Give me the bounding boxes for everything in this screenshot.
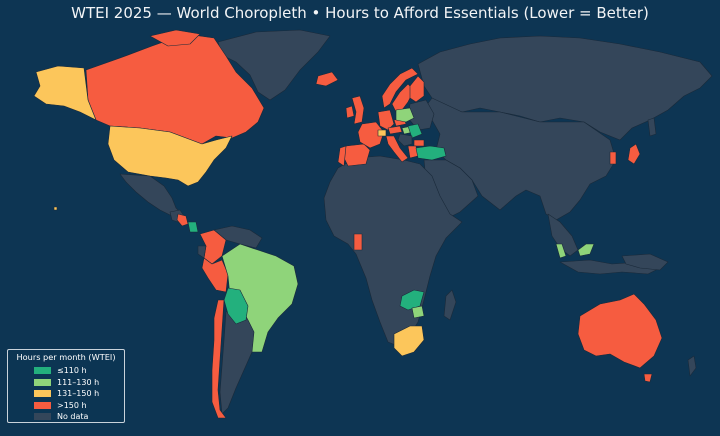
- region-papua[interactable]: [621, 253, 669, 271]
- region-mexico[interactable]: [119, 173, 183, 217]
- region-ireland[interactable]: [345, 105, 355, 119]
- region-japan[interactable]: [627, 143, 641, 165]
- region-austria[interactable]: [387, 125, 403, 135]
- region-italy[interactable]: [385, 135, 409, 163]
- region-greenland[interactable]: [217, 29, 331, 101]
- region-zimbabwe[interactable]: [411, 305, 425, 319]
- region-united-kingdom[interactable]: [351, 95, 365, 125]
- map-title: WTEI 2025 — World Choropleth • Hours to …: [71, 4, 649, 22]
- legend-item-le110: ≤110 h: [12, 365, 120, 377]
- region-bulgaria[interactable]: [413, 139, 425, 147]
- region-australia[interactable]: [577, 293, 663, 369]
- region-portugal[interactable]: [337, 145, 347, 167]
- region-nigeria[interactable]: [353, 233, 363, 251]
- region-germany[interactable]: [377, 109, 395, 131]
- legend-label: No data: [57, 412, 89, 422]
- region-costa-rica[interactable]: [176, 213, 189, 227]
- region-africa[interactable]: [323, 155, 463, 347]
- legend-title: Hours per month (WTEI): [16, 352, 116, 362]
- region-madagascar[interactable]: [443, 289, 457, 321]
- region-romania[interactable]: [407, 123, 423, 139]
- legend-label: ≤110 h: [57, 366, 87, 376]
- region-balkans-nodata[interactable]: [397, 133, 413, 147]
- legend-swatch: [34, 413, 51, 421]
- legend-label: 111–130 h: [57, 377, 100, 387]
- region-south-africa[interactable]: [393, 325, 425, 357]
- region-france[interactable]: [357, 121, 385, 149]
- region-malaysia-borneo[interactable]: [577, 243, 595, 257]
- region-turkey[interactable]: [415, 145, 447, 161]
- region-iceland[interactable]: [315, 71, 339, 87]
- region-new-zealand[interactable]: [687, 355, 697, 377]
- region-malaysia[interactable]: [555, 243, 567, 259]
- region-japan-nodata-sakhalin[interactable]: [647, 117, 657, 137]
- legend-swatch: [34, 367, 51, 375]
- region-spain[interactable]: [343, 143, 371, 167]
- legend: Hours per month (WTEI) ≤110 h 111–130 h …: [7, 349, 125, 423]
- region-venezuela-guyanas[interactable]: [213, 225, 263, 249]
- region-bolivia[interactable]: [223, 287, 249, 325]
- region-southeast-asia[interactable]: [547, 213, 579, 257]
- legend-swatch: [34, 378, 51, 386]
- legend-label: >150 h: [57, 400, 87, 410]
- region-ecuador-nodata[interactable]: [197, 245, 207, 259]
- legend-swatch: [34, 390, 51, 398]
- legend-swatch: [34, 401, 51, 409]
- region-norway[interactable]: [381, 67, 419, 109]
- region-switzerland[interactable]: [377, 129, 387, 137]
- legend-item-111-130: 111–130 h: [12, 377, 120, 389]
- region-finland[interactable]: [409, 75, 425, 103]
- region-russia[interactable]: [417, 35, 713, 141]
- region-zambia[interactable]: [399, 289, 425, 311]
- legend-item-gt150: >150 h: [12, 400, 120, 412]
- region-south-korea[interactable]: [609, 151, 617, 165]
- region-hawaii[interactable]: [53, 206, 58, 211]
- region-chile[interactable]: [211, 299, 227, 419]
- region-tasmania[interactable]: [643, 373, 653, 383]
- region-poland[interactable]: [395, 107, 415, 123]
- legend-item-no-data: No data: [12, 411, 120, 423]
- legend-label: 131–150 h: [57, 389, 100, 399]
- region-alaska[interactable]: [33, 65, 97, 121]
- region-panama[interactable]: [187, 221, 199, 233]
- region-peru[interactable]: [201, 257, 229, 293]
- region-canada-islands[interactable]: [149, 29, 201, 47]
- legend-item-131-150: 131–150 h: [12, 388, 120, 400]
- region-united-states[interactable]: [107, 125, 233, 187]
